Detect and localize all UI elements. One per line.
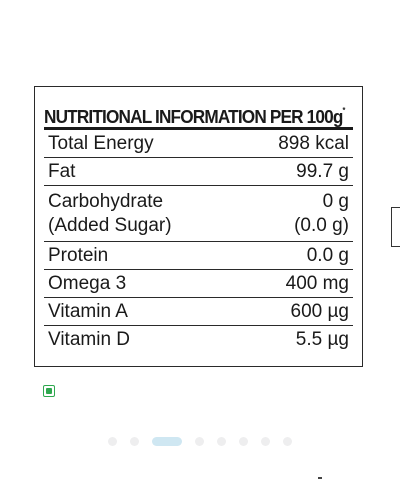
nutrition-info-panel: NUTRITIONAL INFORMATION PER 100g* Total … xyxy=(34,86,363,367)
nutrient-subname: (Added Sugar) xyxy=(48,214,172,236)
next-image-edge[interactable] xyxy=(391,207,400,247)
nutrition-row-vitamin-a: Vitamin A 600 µg xyxy=(44,298,353,326)
carousel-dot[interactable] xyxy=(130,437,139,446)
nutrition-row-fat: Fat 99.7 g xyxy=(44,158,353,186)
nutrient-value: 898 kcal xyxy=(278,132,349,154)
nutrient-name: Vitamin D xyxy=(48,329,131,350)
nutrient-value: 0 g xyxy=(322,190,349,212)
carousel-dot[interactable] xyxy=(217,437,226,446)
nutrient-name: Omega 3 xyxy=(48,272,127,294)
veg-symbol-dot xyxy=(46,388,52,394)
nutrient-value: 0.0 g xyxy=(306,244,349,266)
nutrition-panel-title: NUTRITIONAL INFORMATION PER 100g* xyxy=(44,96,346,127)
nutrient-value: 5.5 µg xyxy=(295,329,349,350)
veg-symbol-icon xyxy=(43,385,55,397)
nutrient-name-group: Carbohydrate (Added Sugar) xyxy=(48,186,172,241)
nutrient-value: 99.7 g xyxy=(296,160,349,182)
carousel-dot-active[interactable] xyxy=(152,437,182,446)
nutrition-row-carbohydrate: Carbohydrate (Added Sugar) 0 g (0.0 g) xyxy=(44,186,353,242)
carousel-dot[interactable] xyxy=(108,437,117,446)
nutrient-name: Fat xyxy=(48,160,76,182)
carousel-dot[interactable] xyxy=(283,437,292,446)
nutrient-value-group: 0 g (0.0 g) xyxy=(294,186,349,241)
nutrient-name: Carbohydrate xyxy=(48,190,164,212)
nutrition-row-omega-3: Omega 3 400 mg xyxy=(44,270,353,298)
nutrition-row-protein: Protein 0.0 g xyxy=(44,242,353,270)
nutrient-value: 400 mg xyxy=(285,272,349,294)
carousel-dot[interactable] xyxy=(239,437,248,446)
nutrient-subvalue: (0.0 g) xyxy=(294,214,349,236)
nutrition-row-vitamin-d: Vitamin D 5.5 µg xyxy=(44,326,353,354)
nutrition-row-total-energy: Total Energy 898 kcal xyxy=(44,130,353,158)
title-footnote-marker: * xyxy=(342,106,346,115)
carousel-dot[interactable] xyxy=(195,437,204,446)
nutrition-panel-title-text: NUTRITIONAL INFORMATION PER 100g xyxy=(44,106,343,127)
decorative-mark xyxy=(318,477,322,479)
carousel-pagination xyxy=(0,437,400,446)
nutrient-name: Total Energy xyxy=(48,132,154,154)
carousel-dot[interactable] xyxy=(261,437,270,446)
title-divider xyxy=(44,127,353,130)
nutrient-name: Protein xyxy=(48,244,109,266)
nutrient-name: Vitamin A xyxy=(48,300,128,322)
nutrient-value: 600 µg xyxy=(290,300,350,322)
